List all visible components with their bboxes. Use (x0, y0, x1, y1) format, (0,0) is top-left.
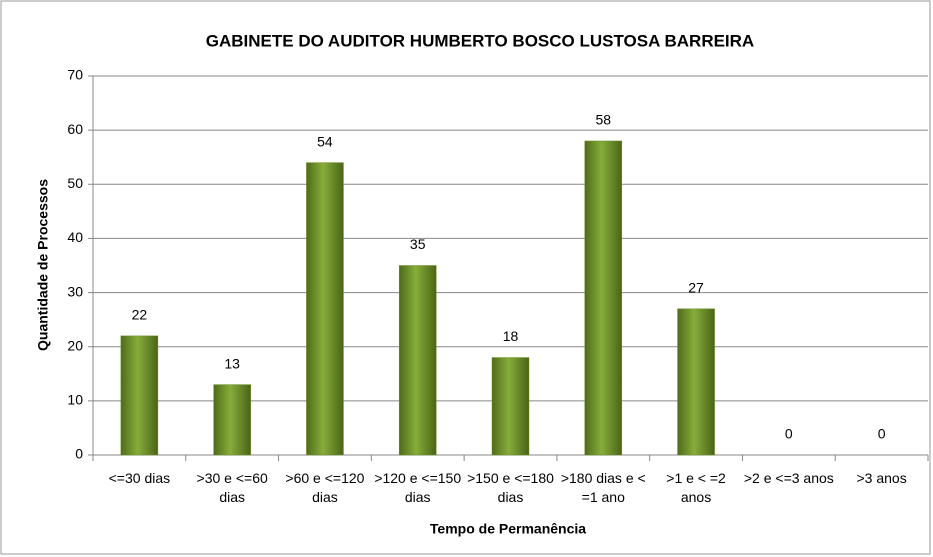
x-tick-label: >2 e <=3 anos (743, 470, 834, 486)
x-tick-label: <=30 dias (108, 470, 171, 486)
data-label: 0 (878, 426, 886, 442)
y-tick-label: 40 (67, 229, 83, 245)
bar (398, 265, 437, 456)
data-label: 27 (688, 280, 704, 296)
data-label: 18 (503, 328, 519, 344)
data-label: 58 (595, 112, 611, 128)
data-label: 54 (317, 133, 333, 149)
data-label: 35 (410, 236, 426, 252)
x-tick-label: >3 anos (856, 470, 907, 486)
bar (491, 357, 530, 456)
chart-title: GABINETE DO AUDITOR HUMBERTO BOSCO LUSTO… (206, 31, 754, 50)
bar (213, 384, 251, 456)
data-label: 0 (785, 426, 793, 442)
x-tick-label: >180 dias e < =1 ano (560, 470, 646, 505)
x-tick-label: >1 e < =2 anos (666, 470, 726, 505)
y-axis-title: Quantidade de Processos (35, 179, 51, 351)
x-axis-title: Tempo de Permanência (430, 521, 586, 537)
bar (584, 140, 623, 456)
data-label: 13 (224, 355, 240, 371)
y-tick-label: 20 (67, 337, 83, 353)
y-tick-label: 0 (75, 446, 83, 462)
y-tick-label: 70 (67, 67, 83, 83)
y-tick-label: 30 (67, 283, 83, 299)
bar (120, 335, 159, 456)
bar (306, 162, 344, 456)
y-tick-label: 50 (67, 175, 83, 191)
y-tick-label: 60 (67, 121, 83, 137)
x-tick-label: >150 e <=180 dias (467, 470, 554, 505)
x-tick-label: >120 e <=150 dias (374, 470, 462, 505)
y-tick-label: 10 (67, 392, 83, 408)
data-label: 22 (132, 307, 148, 323)
bar (677, 308, 715, 456)
x-tick-label: >30 e <=60 dias (196, 470, 268, 505)
x-tick-label: >60 e <=120 dias (285, 470, 365, 505)
